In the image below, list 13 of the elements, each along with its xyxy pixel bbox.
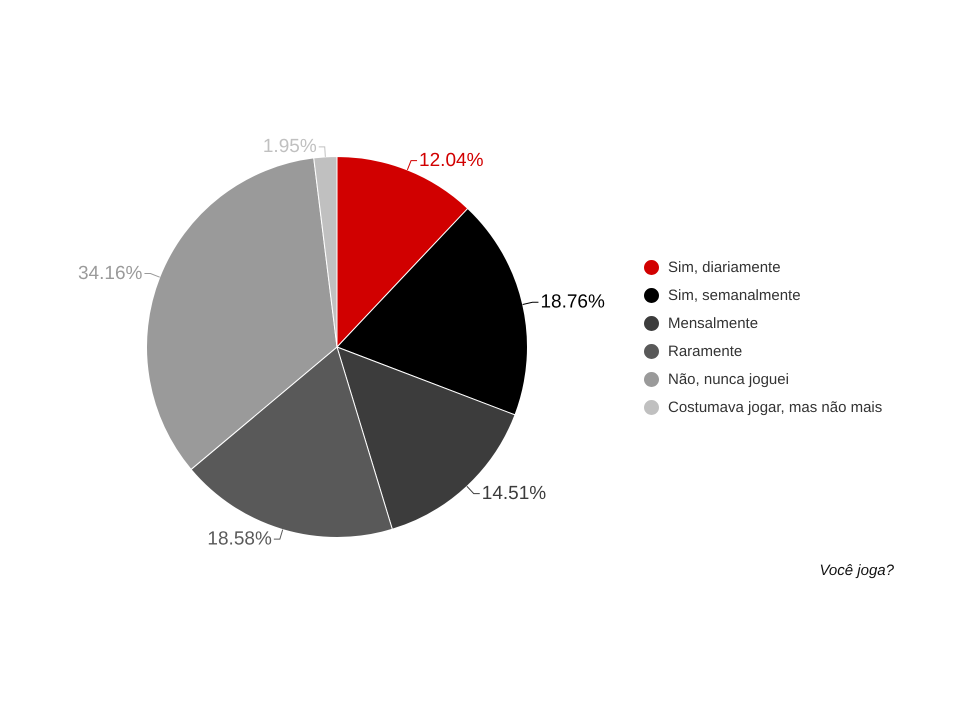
legend-label: Mensalmente — [668, 314, 758, 333]
legend-label: Costumava jogar, mas não mais — [668, 398, 882, 417]
data-label: 18.76% — [540, 292, 605, 313]
legend-label: Não, nunca joguei — [668, 370, 789, 389]
data-label: 12.04% — [419, 150, 484, 171]
legend-label: Sim, semanalmente — [668, 286, 801, 305]
data-label: 18.58% — [207, 528, 272, 550]
text: Você joga? — [819, 562, 894, 579]
data-label: 34.16% — [78, 262, 143, 284]
legend-label: Raramente — [668, 342, 742, 361]
data-label: 1.95% — [262, 136, 317, 158]
legend-label: Sim, diariamente — [668, 258, 781, 277]
data-label: 14.51% — [482, 482, 546, 504]
